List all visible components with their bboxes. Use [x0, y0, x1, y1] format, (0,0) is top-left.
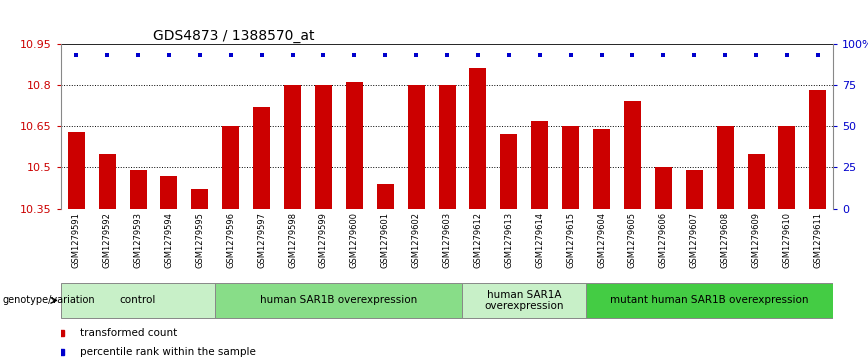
Bar [377, 184, 394, 209]
Bar [470, 68, 486, 209]
Text: genotype/variation: genotype/variation [3, 295, 95, 305]
Bar [624, 101, 641, 209]
Text: percentile rank within the sample: percentile rank within the sample [80, 347, 256, 357]
Text: GSM1279592: GSM1279592 [102, 212, 112, 268]
Bar [61, 283, 215, 318]
Text: GSM1279606: GSM1279606 [659, 212, 667, 269]
Bar [215, 283, 463, 318]
Text: GSM1279608: GSM1279608 [720, 212, 730, 269]
Bar [191, 189, 208, 209]
Text: GSM1279609: GSM1279609 [752, 212, 760, 268]
Bar [586, 283, 833, 318]
Text: GSM1279605: GSM1279605 [628, 212, 637, 268]
Text: GSM1279602: GSM1279602 [411, 212, 421, 268]
Text: GSM1279612: GSM1279612 [473, 212, 483, 268]
Text: human SAR1A
overexpression: human SAR1A overexpression [484, 290, 564, 311]
Bar [463, 283, 586, 318]
Bar [438, 85, 456, 209]
Text: GSM1279593: GSM1279593 [134, 212, 142, 268]
Bar [654, 167, 672, 209]
Text: GSM1279597: GSM1279597 [257, 212, 266, 268]
Bar [562, 126, 579, 209]
Bar [531, 121, 549, 209]
Bar [253, 107, 270, 209]
Bar [779, 126, 795, 209]
Text: GSM1279604: GSM1279604 [597, 212, 606, 268]
Text: GSM1279601: GSM1279601 [381, 212, 390, 268]
Text: GSM1279614: GSM1279614 [536, 212, 544, 268]
Text: GDS4873 / 1388570_at: GDS4873 / 1388570_at [154, 29, 315, 42]
Text: GSM1279607: GSM1279607 [690, 212, 699, 269]
Text: GSM1279591: GSM1279591 [72, 212, 81, 268]
Text: GSM1279610: GSM1279610 [782, 212, 792, 268]
Bar [129, 170, 147, 209]
Bar [686, 170, 703, 209]
Text: transformed count: transformed count [80, 327, 177, 338]
Text: GSM1279613: GSM1279613 [504, 212, 513, 269]
Bar [222, 126, 240, 209]
Text: GSM1279611: GSM1279611 [813, 212, 822, 268]
Text: human SAR1B overexpression: human SAR1B overexpression [260, 295, 418, 305]
Bar [315, 85, 332, 209]
Text: GSM1279600: GSM1279600 [350, 212, 358, 268]
Bar [809, 90, 826, 209]
Bar [284, 85, 301, 209]
Bar [68, 132, 85, 209]
Bar [345, 82, 363, 209]
Text: GSM1279594: GSM1279594 [164, 212, 174, 268]
Text: GSM1279599: GSM1279599 [319, 212, 328, 268]
Text: mutant human SAR1B overexpression: mutant human SAR1B overexpression [610, 295, 809, 305]
Text: GSM1279603: GSM1279603 [443, 212, 451, 269]
Bar [717, 126, 733, 209]
Bar [408, 85, 424, 209]
Bar [99, 154, 115, 209]
Text: control: control [120, 295, 156, 305]
Bar [747, 154, 765, 209]
Text: GSM1279598: GSM1279598 [288, 212, 297, 268]
Bar [593, 129, 610, 209]
Bar [161, 176, 177, 209]
Text: GSM1279596: GSM1279596 [227, 212, 235, 268]
Bar [500, 134, 517, 209]
Text: GSM1279595: GSM1279595 [195, 212, 204, 268]
Text: GSM1279615: GSM1279615 [566, 212, 575, 268]
